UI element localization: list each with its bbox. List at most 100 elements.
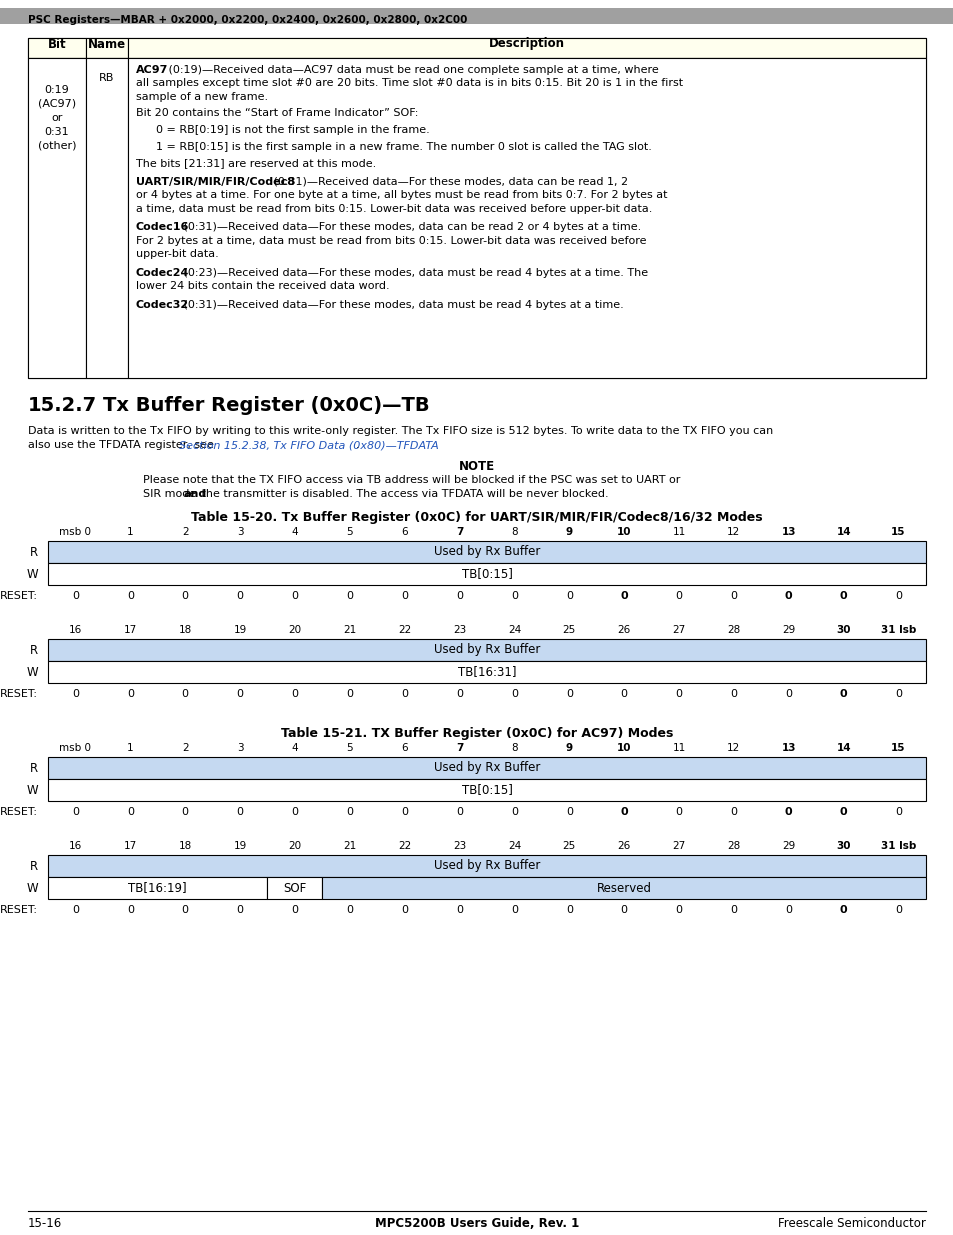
Text: W: W	[27, 568, 38, 580]
Text: 25: 25	[562, 625, 576, 635]
Text: 15: 15	[890, 743, 904, 753]
Text: Description: Description	[489, 37, 564, 51]
Text: 0: 0	[401, 689, 408, 699]
Text: R: R	[30, 546, 38, 558]
Text: 18: 18	[178, 841, 192, 851]
Text: Table 15-21. TX Buffer Register (0x0C) for AC97) Modes: Table 15-21. TX Buffer Register (0x0C) f…	[280, 727, 673, 740]
Text: 0: 0	[839, 806, 846, 818]
Text: Data is written to the Tx FIFO by writing to this write-only register. The Tx FI: Data is written to the Tx FIFO by writin…	[28, 426, 773, 436]
Text: 5: 5	[346, 527, 353, 537]
Text: 0: 0	[456, 689, 462, 699]
Text: all samples except time slot #0 are 20 bits. Time slot #0 data is in bits 0:15. : all samples except time slot #0 are 20 b…	[136, 79, 682, 89]
Text: 26: 26	[617, 841, 630, 851]
Text: 0: 0	[784, 905, 792, 915]
Text: 0: 0	[71, 806, 79, 818]
Text: RESET:: RESET:	[0, 806, 38, 818]
Text: Tx Buffer Register (0x0C)—TB: Tx Buffer Register (0x0C)—TB	[103, 396, 429, 415]
Text: 17: 17	[124, 625, 137, 635]
Bar	[48, 855, 925, 877]
Text: 0: 0	[565, 806, 572, 818]
Text: 24: 24	[507, 841, 520, 851]
Text: 0: 0	[236, 592, 243, 601]
Text: 0: 0	[894, 689, 902, 699]
Text: 22: 22	[397, 625, 411, 635]
Text: 0: 0	[456, 592, 462, 601]
Text: 0: 0	[675, 806, 681, 818]
Text: 0: 0	[401, 806, 408, 818]
Text: msb 0: msb 0	[59, 743, 91, 753]
Text: 0: 0	[236, 905, 243, 915]
Text: 28: 28	[726, 625, 740, 635]
Text: 10: 10	[617, 527, 631, 537]
Text: sample of a new frame.: sample of a new frame.	[136, 91, 268, 103]
Text: 2: 2	[182, 527, 189, 537]
Text: 0: 0	[565, 905, 572, 915]
Text: 15: 15	[890, 527, 904, 537]
Text: 22: 22	[397, 841, 411, 851]
Text: 0: 0	[565, 689, 572, 699]
Text: 4: 4	[292, 743, 298, 753]
Text: 0: 0	[401, 905, 408, 915]
Bar	[0, 7, 953, 23]
Text: 0: 0	[730, 806, 737, 818]
Text: 0: 0	[730, 689, 737, 699]
Text: 0: 0	[127, 806, 133, 818]
Text: Codec16: Codec16	[136, 222, 190, 232]
Text: 0: 0	[511, 689, 517, 699]
Bar	[322, 877, 925, 899]
Text: 19: 19	[233, 841, 247, 851]
Text: Codec32: Codec32	[136, 300, 189, 310]
Text: msb 0: msb 0	[59, 527, 91, 537]
Text: 3: 3	[236, 527, 243, 537]
Text: 0: 0	[675, 689, 681, 699]
Bar	[128, 58, 925, 378]
Text: (0:31)—Received data—For these modes, data can be read 1, 2: (0:31)—Received data—For these modes, da…	[270, 177, 627, 186]
Text: 24: 24	[507, 625, 520, 635]
Text: 9: 9	[565, 527, 572, 537]
Text: 0: 0	[181, 592, 189, 601]
Bar	[28, 38, 925, 58]
Text: UART/SIR/MIR/FIR/Codec8: UART/SIR/MIR/FIR/Codec8	[136, 177, 294, 186]
Text: 12: 12	[726, 527, 740, 537]
Text: 0: 0	[619, 806, 627, 818]
Text: 0: 0	[181, 905, 189, 915]
Text: 0: 0	[127, 592, 133, 601]
Text: 8: 8	[511, 743, 517, 753]
Text: 0: 0	[456, 905, 462, 915]
Text: 0: 0	[784, 806, 792, 818]
Text: 13: 13	[781, 527, 795, 537]
Text: 13: 13	[781, 743, 795, 753]
Text: 0: 0	[181, 806, 189, 818]
Text: also use the TFDATA register, see: also use the TFDATA register, see	[28, 440, 217, 450]
Text: (0:31)—Received data—For these modes, data can be read 2 or 4 bytes at a time.: (0:31)—Received data—For these modes, da…	[180, 222, 640, 232]
Text: For 2 bytes at a time, data must be read from bits 0:15. Lower-bit data was rece: For 2 bytes at a time, data must be read…	[136, 236, 646, 246]
Text: W: W	[27, 882, 38, 894]
Text: RESET:: RESET:	[0, 689, 38, 699]
Text: 0: 0	[71, 689, 79, 699]
Text: 0: 0	[127, 905, 133, 915]
Text: 20: 20	[288, 841, 301, 851]
Text: upper-bit data.: upper-bit data.	[136, 249, 218, 259]
Text: 0: 0	[346, 689, 353, 699]
Text: 0: 0	[346, 806, 353, 818]
Text: 0: 0	[291, 689, 298, 699]
Text: 0: 0	[675, 592, 681, 601]
Text: W: W	[27, 783, 38, 797]
Text: RESET:: RESET:	[0, 905, 38, 915]
Text: or 4 bytes at a time. For one byte at a time, all bytes must be read from bits 0: or 4 bytes at a time. For one byte at a …	[136, 190, 667, 200]
Text: 23: 23	[453, 841, 466, 851]
Bar	[48, 877, 267, 899]
Text: 0: 0	[730, 905, 737, 915]
Text: Used by Rx Buffer: Used by Rx Buffer	[434, 546, 539, 558]
Bar	[86, 58, 128, 378]
Text: 0: 0	[839, 905, 846, 915]
Text: 31 lsb: 31 lsb	[880, 625, 915, 635]
Text: 10: 10	[617, 743, 631, 753]
Text: 30: 30	[836, 841, 850, 851]
Text: 0: 0	[511, 905, 517, 915]
Text: 5: 5	[346, 743, 353, 753]
Text: 0: 0	[894, 905, 902, 915]
Text: 27: 27	[672, 625, 685, 635]
Text: 6: 6	[401, 743, 408, 753]
Text: R: R	[30, 762, 38, 774]
